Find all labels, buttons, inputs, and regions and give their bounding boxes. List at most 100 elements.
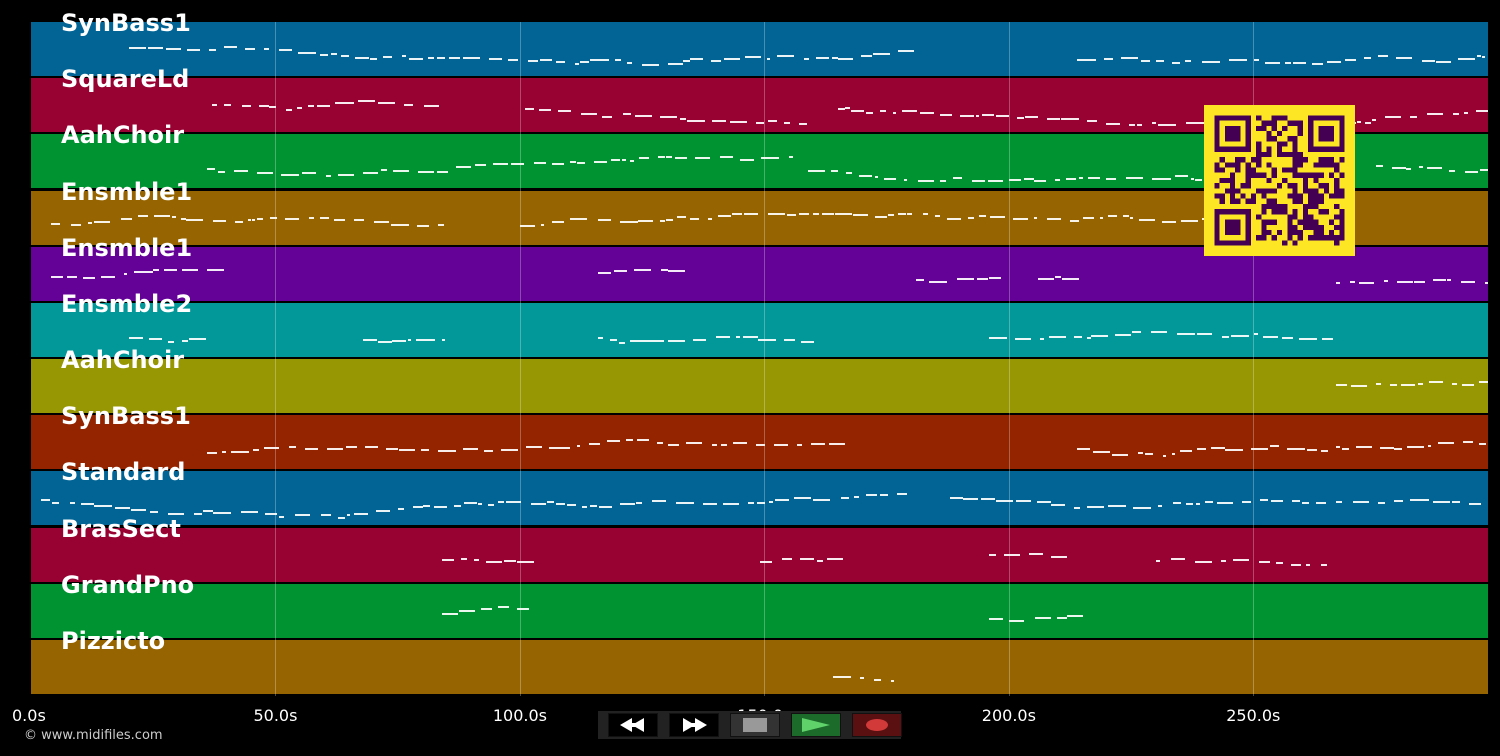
midi-note [94, 220, 111, 223]
midi-note [441, 613, 459, 616]
midi-note [484, 450, 494, 453]
midi-note [589, 443, 601, 446]
midi-note [1232, 559, 1250, 562]
midi-note [1074, 506, 1080, 509]
midi-note [1375, 165, 1383, 168]
midi-note [1048, 336, 1067, 339]
midi-note [94, 504, 112, 507]
midi-note [1193, 122, 1205, 125]
track-lane[interactable] [31, 471, 1488, 528]
midi-note [1481, 56, 1485, 59]
midi-note [1050, 555, 1068, 558]
midi-note [1320, 563, 1328, 566]
midi-note [641, 63, 659, 66]
midi-note [500, 448, 518, 451]
midi-note [776, 55, 794, 58]
midi-note [391, 340, 407, 343]
track-label: AahChoir [61, 121, 185, 150]
midi-note [481, 608, 492, 611]
midi-note [168, 340, 174, 343]
midi-note [875, 216, 887, 219]
track-lane[interactable] [31, 246, 1488, 303]
midi-note [960, 114, 975, 117]
midi-note [265, 513, 278, 516]
track-lane[interactable] [31, 583, 1488, 640]
midi-note [980, 497, 995, 500]
midi-note [257, 172, 273, 175]
midi-note [768, 500, 773, 503]
record-icon [866, 719, 888, 731]
midi-note [335, 102, 354, 105]
midi-note [638, 157, 649, 160]
midi-note [1161, 221, 1177, 224]
midi-note [1270, 499, 1284, 502]
fast-forward-icon [683, 718, 707, 732]
track-lane[interactable] [31, 302, 1488, 359]
midi-note [325, 174, 332, 177]
midi-note [710, 59, 722, 62]
midi-note [1461, 280, 1475, 283]
rewind-button[interactable] [608, 713, 658, 737]
midi-note [416, 224, 429, 227]
track-lane[interactable] [31, 415, 1488, 472]
midi-note [374, 221, 389, 224]
midi-note [82, 276, 96, 279]
midi-note [1132, 506, 1152, 509]
midi-note [1074, 336, 1083, 339]
midi-note [1091, 335, 1102, 338]
stop-button[interactable] [730, 713, 780, 737]
midi-note [286, 108, 292, 111]
midi-note [1157, 504, 1163, 507]
midi-note [1407, 446, 1425, 449]
midi-note [1435, 60, 1451, 63]
midi-note [996, 499, 1014, 502]
play-button[interactable] [791, 713, 841, 737]
fast-forward-button[interactable] [669, 713, 719, 737]
midi-note [845, 107, 851, 110]
midi-note [1012, 217, 1029, 220]
midi-note [114, 507, 131, 510]
midi-note [676, 216, 686, 219]
midi-note [668, 62, 684, 65]
midi-note [458, 610, 476, 613]
midi-note [409, 57, 423, 60]
midi-note [1315, 501, 1326, 504]
midi-note [657, 441, 664, 444]
midi-note [1112, 453, 1129, 456]
midi-note [1066, 177, 1076, 180]
midi-note [840, 497, 850, 500]
midi-note [247, 219, 251, 222]
piano-roll[interactable] [31, 22, 1488, 696]
track-lane[interactable] [31, 639, 1488, 696]
midi-note [1461, 383, 1474, 386]
midi-note [347, 514, 351, 517]
midi-note [363, 338, 378, 341]
midi-note [633, 268, 651, 271]
midi-note [556, 61, 566, 64]
midi-note [358, 100, 366, 103]
midi-note [687, 120, 705, 123]
midi-note [308, 216, 315, 219]
midi-note [887, 214, 895, 217]
midi-note [723, 57, 741, 60]
midi-note [1393, 499, 1403, 502]
midi-note [222, 451, 227, 454]
midi-note [423, 504, 430, 507]
midi-note [401, 55, 406, 58]
midi-note [599, 506, 612, 509]
midi-note [906, 212, 913, 215]
midi-note [166, 48, 181, 51]
track-lane[interactable] [31, 527, 1488, 584]
midi-note [629, 340, 648, 343]
midi-note [850, 109, 865, 112]
midi-note [131, 509, 146, 512]
midi-note [569, 218, 588, 221]
midi-note [1378, 54, 1388, 57]
record-button[interactable] [852, 713, 902, 737]
track-lane[interactable] [31, 359, 1488, 416]
midi-note [354, 57, 370, 60]
midi-note [1195, 560, 1213, 563]
stop-icon [743, 718, 767, 732]
midi-note [609, 339, 617, 342]
track-lane[interactable] [31, 22, 1488, 78]
